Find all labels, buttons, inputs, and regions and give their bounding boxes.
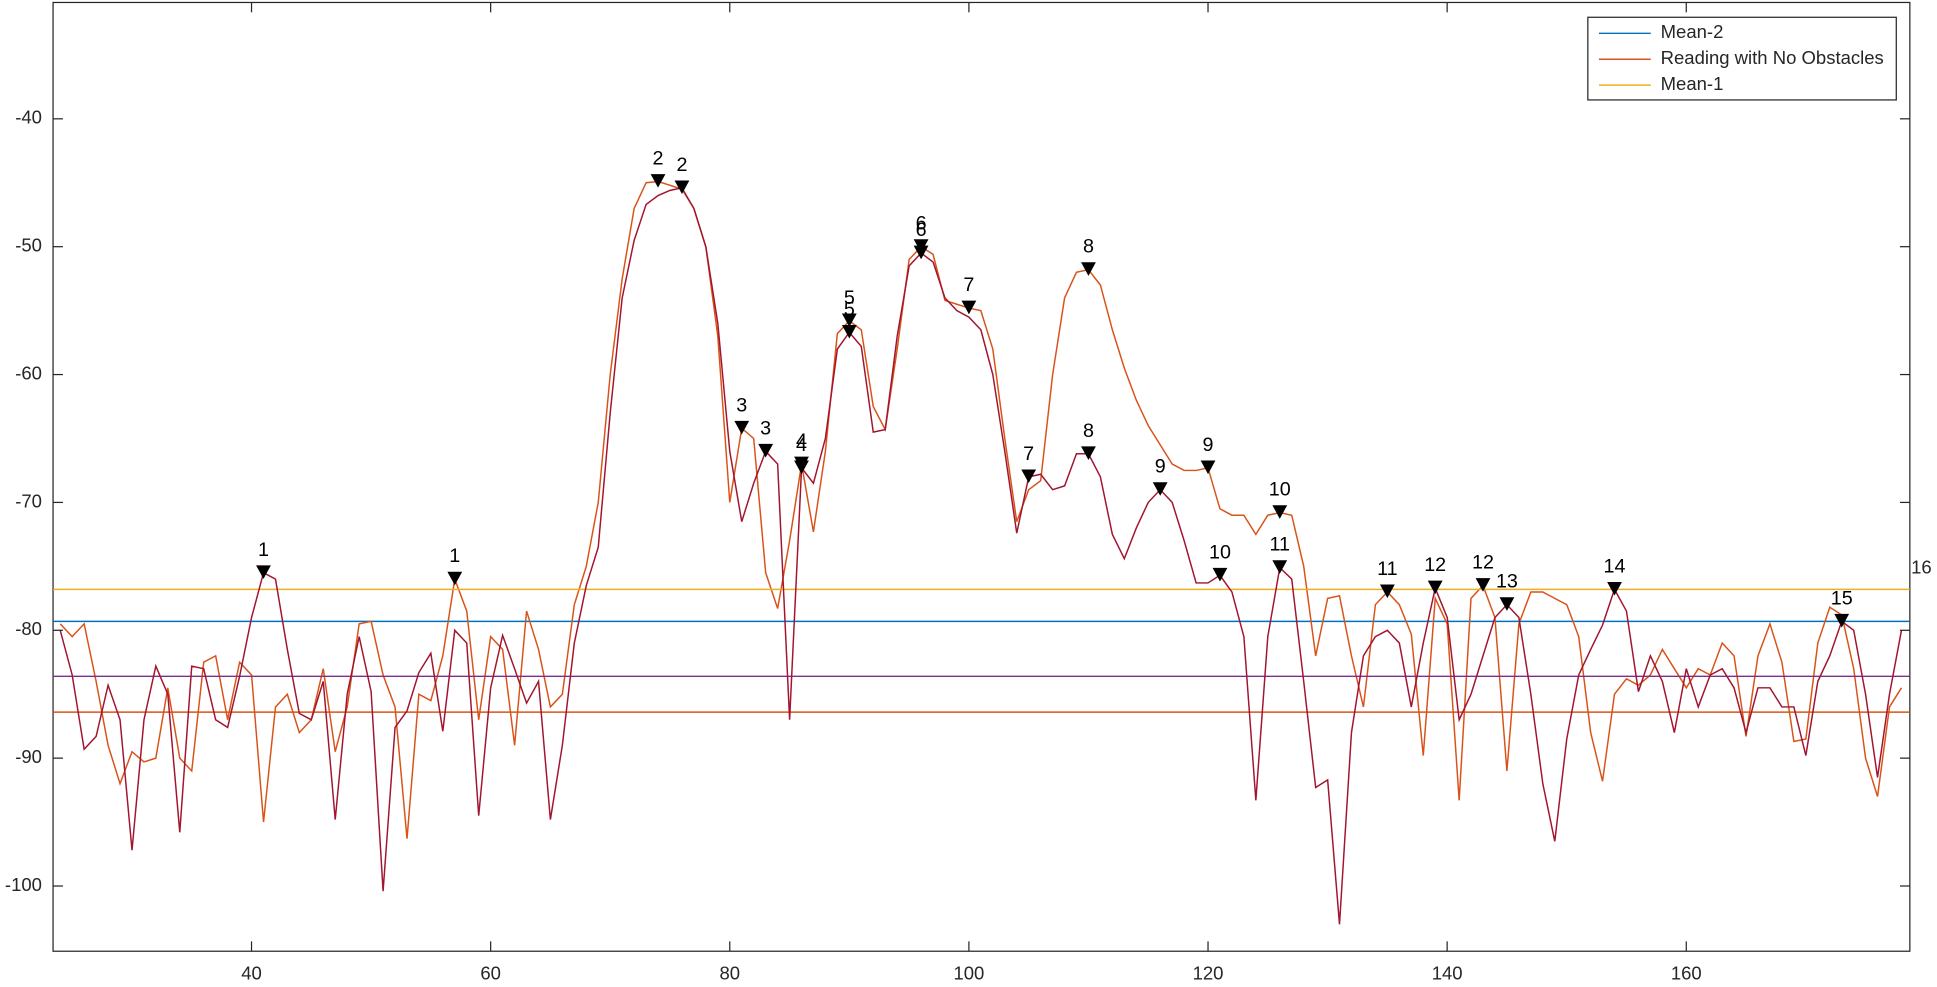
peak-marker [1152, 482, 1168, 496]
legend-label: Mean-1 [1661, 73, 1724, 94]
y-tick-label: -90 [15, 746, 42, 767]
y-tick-label: -50 [15, 235, 42, 256]
peak-marker [913, 245, 929, 260]
peak-label: 3 [736, 394, 747, 416]
plot-lines [53, 180, 1910, 925]
peak-label: 5 [844, 287, 855, 309]
y-tick-label: -70 [15, 490, 42, 511]
peak-marker [1834, 613, 1850, 628]
peak-label: 9 [1155, 456, 1166, 478]
peak-label: 11 [1270, 534, 1291, 556]
peak-label: 6 [916, 219, 927, 241]
series-line [59, 180, 1903, 839]
peak-marker [961, 300, 977, 315]
peak-label: 6 [916, 213, 927, 235]
peak-marker [1212, 567, 1228, 582]
peak-marker [650, 174, 666, 188]
y-tick-label: -40 [15, 107, 42, 128]
x-tick-label: 40 [241, 963, 262, 984]
peak-label: 11 [1377, 558, 1398, 580]
legend-label: Reading with No Obstacles [1661, 47, 1884, 68]
x-tick-label: 140 [1432, 963, 1463, 984]
peak-marker [447, 571, 463, 586]
series-line [59, 187, 1903, 925]
legend-label: Mean-2 [1661, 21, 1724, 42]
peak-label: 10 [1269, 479, 1291, 501]
peak-label: 7 [963, 274, 974, 296]
peak-marker [1379, 584, 1395, 599]
peak-label: 14 [1604, 555, 1626, 577]
plot-area [52, 1, 1911, 952]
peak-marker [256, 565, 271, 579]
x-tick-label: 100 [953, 963, 984, 984]
legend: Mean-2 Reading with No Obstacles Mean-1 [1587, 16, 1897, 101]
peak-marker [674, 180, 690, 195]
peak-label: 2 [676, 154, 687, 176]
x-tick-label: 80 [719, 963, 740, 984]
peak-label: 15 [1831, 587, 1853, 609]
peak-marker [1200, 460, 1216, 475]
peak-label: 7 [1023, 443, 1034, 465]
peak-marker [734, 420, 750, 435]
peak-marker [841, 313, 857, 328]
peak-marker [1475, 578, 1491, 592]
peak-label: 1 [258, 539, 269, 561]
peak-marker [841, 324, 857, 339]
peak-label: 8 [1083, 420, 1094, 442]
x-tick-label: 160 [1671, 963, 1702, 984]
peak-marker [758, 443, 774, 458]
x-tick-label: 120 [1193, 963, 1224, 984]
peak-label: 9 [1203, 434, 1214, 456]
peak-label: 2 [653, 147, 664, 169]
peak-label: 12 [1424, 554, 1446, 576]
peak-label: 12 [1472, 552, 1494, 574]
peak-marker [1021, 469, 1037, 484]
peak-label: 1 [449, 545, 460, 567]
peak-label: 4 [796, 430, 807, 452]
peak-label: 3 [760, 417, 771, 439]
peak-label: 5 [844, 298, 855, 320]
peak-marker [1272, 505, 1288, 519]
peak-marker [1272, 560, 1288, 574]
peak-label: 8 [1083, 236, 1094, 258]
peak-marker [1499, 597, 1515, 611]
peak-marker [1607, 581, 1622, 596]
annotation: 16 [1911, 557, 1932, 578]
peak-marker [1081, 446, 1096, 460]
peak-label: 10 [1209, 541, 1231, 563]
y-tick-label: -100 [5, 874, 42, 895]
peak-marker [1081, 262, 1096, 276]
peak-marker [1427, 580, 1443, 595]
peak-label: 13 [1496, 571, 1518, 593]
y-tick-label: -80 [15, 618, 42, 639]
x-tick-label: 60 [480, 963, 501, 984]
peak-label: 4 [796, 434, 807, 456]
peak-marker [794, 460, 809, 475]
y-tick-label: -60 [15, 362, 42, 383]
